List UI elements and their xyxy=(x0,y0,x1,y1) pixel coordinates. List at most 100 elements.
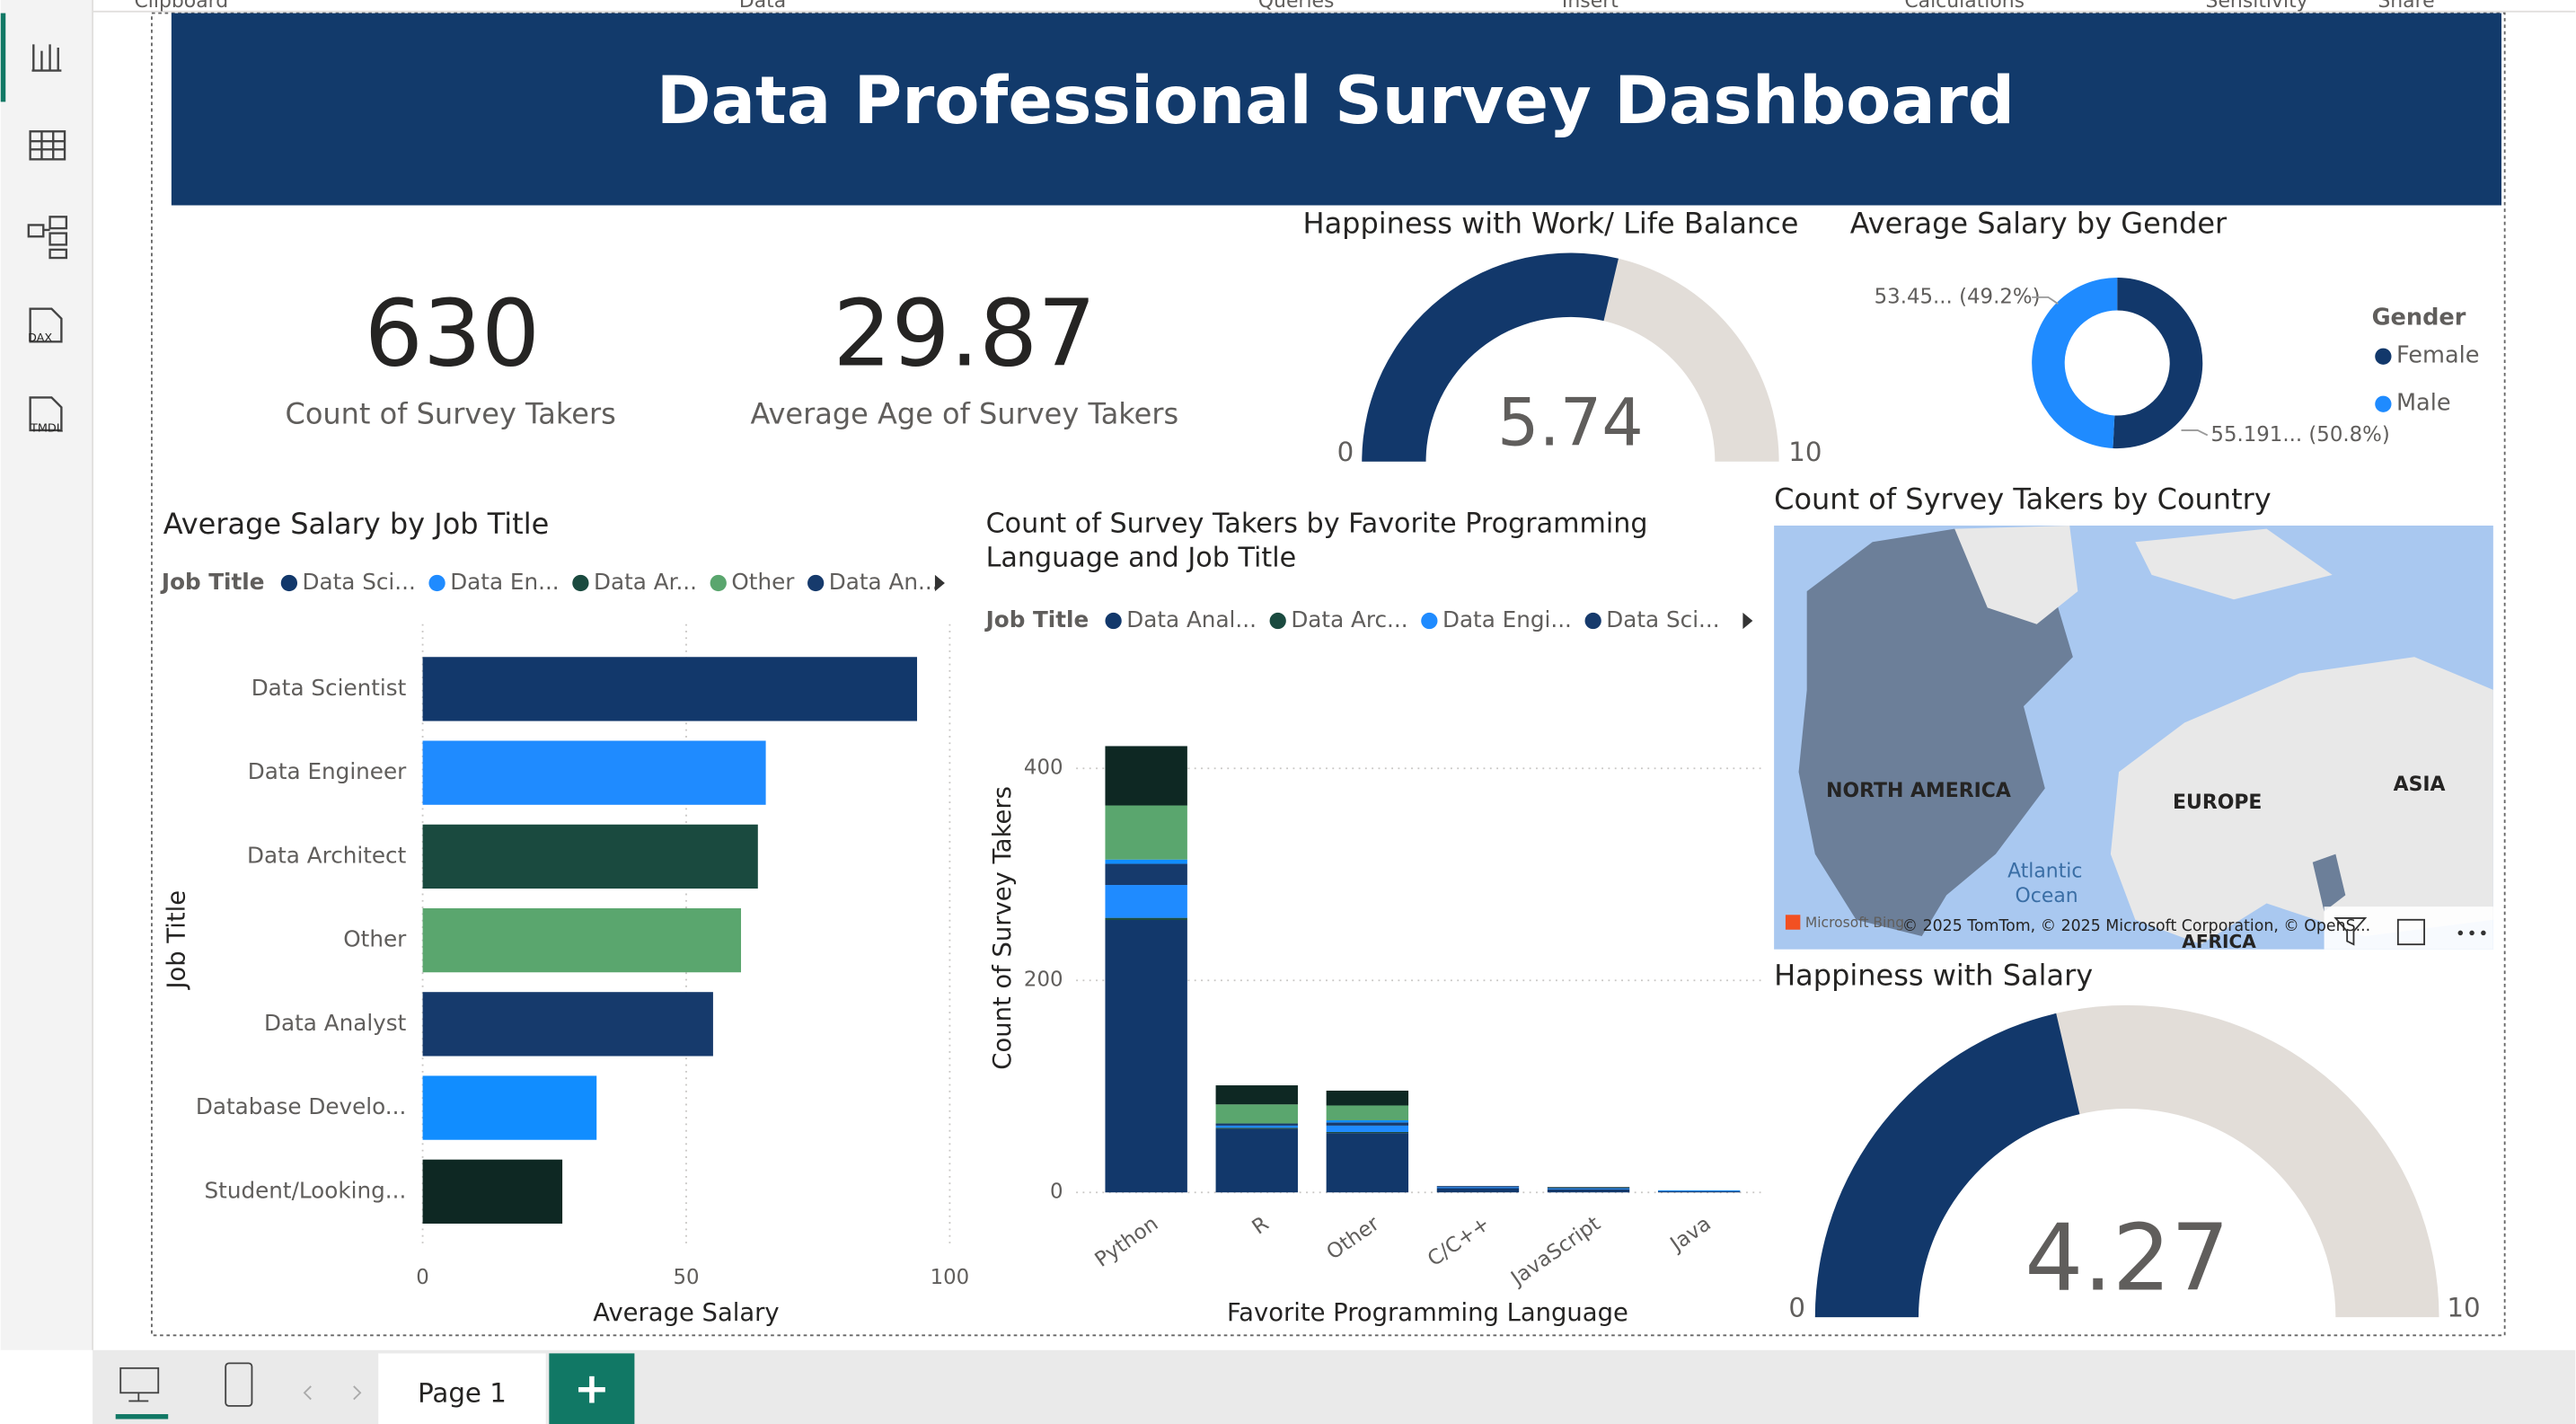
bar-segment xyxy=(1215,1104,1298,1124)
bar-segment xyxy=(1215,1123,1298,1126)
header-banner xyxy=(171,13,2501,206)
bar-segment xyxy=(1436,1188,1520,1193)
y-tick-label: 0 xyxy=(1050,1181,1063,1204)
bar xyxy=(422,1075,597,1140)
card-label: Count of Survey Takers xyxy=(285,397,615,431)
legend-label: Data Ar... xyxy=(594,569,697,595)
bar-segment xyxy=(1215,1128,1298,1193)
page-tab-label[interactable]: Page 1 xyxy=(418,1378,507,1409)
chart-title: Average Salary by Gender xyxy=(1850,206,2228,240)
bing-logo xyxy=(1785,915,1801,930)
legend-title: Job Title xyxy=(160,569,265,595)
bar xyxy=(422,657,918,721)
map-label: Ocean xyxy=(2016,885,2078,907)
ribbon-group-label: Data xyxy=(739,0,786,13)
mobile-view-button[interactable] xyxy=(225,1362,253,1407)
y-tick-label: Student/Looking... xyxy=(205,1177,407,1203)
bar xyxy=(422,824,758,889)
card-value: 29.87 xyxy=(833,280,1096,387)
x-tick-label: 0 xyxy=(416,1266,429,1289)
bar-segment xyxy=(1326,1119,1409,1123)
map-brand: Microsoft Bing xyxy=(1805,915,1904,931)
legend-title: Gender xyxy=(2372,305,2466,332)
chart-title: Average Salary by Job Title xyxy=(163,507,550,541)
map-land xyxy=(1954,526,2078,624)
legend-label: Data Sci... xyxy=(303,569,416,595)
bar xyxy=(422,907,742,973)
legend-marker xyxy=(2375,395,2392,412)
map xyxy=(1774,526,2493,950)
desktop-view-button[interactable] xyxy=(115,1367,169,1420)
donut-slice xyxy=(2032,277,2118,448)
legend-label: Data Arc... xyxy=(1291,606,1407,632)
x-tick-label: 100 xyxy=(931,1266,970,1289)
bar-segment xyxy=(1326,1105,1409,1120)
legend-next-arrow[interactable] xyxy=(934,574,945,592)
gauge-min: 0 xyxy=(1788,1293,1805,1323)
bar-segment xyxy=(1105,746,1187,806)
y-axis-label: Count of Survey Takers xyxy=(989,786,1017,1070)
map-toolbar xyxy=(2324,907,2493,950)
card-value: 630 xyxy=(365,280,540,387)
bar-segment xyxy=(1105,859,1187,864)
more-options-icon[interactable] xyxy=(2457,930,2486,936)
legend-marker xyxy=(428,574,446,592)
dax-view-icon[interactable] xyxy=(29,307,63,343)
report-view-icon[interactable] xyxy=(31,44,62,72)
gauge-value: 5.74 xyxy=(1497,385,1644,461)
bar xyxy=(422,1159,563,1224)
bar-segment xyxy=(1326,1125,1409,1132)
dashboard-title: Data Professional Survey Dashboard xyxy=(657,63,2015,139)
map-label: NORTH AMERICA xyxy=(1826,780,2011,802)
bar-segment xyxy=(1215,1085,1298,1105)
donut-slice xyxy=(2113,277,2203,449)
legend-marker xyxy=(710,574,727,592)
bar-segment xyxy=(1105,885,1187,918)
legend-next-arrow[interactable] xyxy=(1742,612,1753,630)
y-tick-label: Data Engineer xyxy=(248,758,407,784)
ribbon-group-label: Share xyxy=(2378,0,2434,13)
add-page-label[interactable]: + xyxy=(574,1364,610,1413)
leader-line xyxy=(2181,429,2209,437)
legend-marker xyxy=(1584,612,1601,630)
leader-line xyxy=(2032,296,2059,305)
legend-label: Other xyxy=(731,569,795,595)
legend-label: Data Engi... xyxy=(1442,606,1572,632)
page-tab[interactable] xyxy=(378,1353,546,1424)
active-indicator xyxy=(0,13,6,102)
filter-icon[interactable] xyxy=(2333,917,2368,946)
map-land xyxy=(2312,854,2346,912)
bar-segment xyxy=(1657,1191,1741,1193)
table-view-icon[interactable] xyxy=(29,130,66,161)
focus-icon[interactable] xyxy=(2396,918,2425,946)
chart-title: Count of Survey Takers by Favorite Progr… xyxy=(985,507,1648,574)
bar-segment xyxy=(1436,1187,1520,1189)
legend-label: Data En... xyxy=(450,569,559,595)
y-tick-label: Database Develo... xyxy=(196,1093,406,1119)
bar-segment xyxy=(1105,917,1187,920)
sidebar-label: TMDL xyxy=(30,422,64,436)
tmdl-view-icon[interactable] xyxy=(29,396,63,432)
y-axis-label: Job Title xyxy=(163,890,191,991)
legend-marker xyxy=(1421,612,1438,630)
model-view-icon[interactable] xyxy=(27,216,68,260)
bar-segment xyxy=(1547,1187,1630,1189)
sidebar xyxy=(0,0,93,1350)
legend-label: Male xyxy=(2396,390,2451,417)
y-tick-label: Data Scientist xyxy=(251,675,407,701)
card-label: Average Age of Survey Takers xyxy=(751,397,1179,431)
page-nav[interactable] xyxy=(303,1385,362,1401)
gauge-value: 4.27 xyxy=(2025,1205,2229,1312)
legend-label: Female xyxy=(2396,342,2479,369)
legend-title: Job Title xyxy=(984,606,1090,632)
map-attribution: © 2025 TomTom, © 2025 Microsoft Corporat… xyxy=(1902,917,2370,935)
legend-marker xyxy=(1269,612,1286,630)
map-land xyxy=(2110,657,2493,945)
sidebar-label: DAX xyxy=(28,332,52,345)
legend-marker xyxy=(1105,612,1122,630)
ribbon-group-label: Insert xyxy=(1562,0,1619,13)
add-page-button[interactable] xyxy=(549,1353,635,1424)
ribbon-group-label: Sensitivity xyxy=(2206,0,2308,13)
bar-segment xyxy=(1326,1131,1409,1134)
